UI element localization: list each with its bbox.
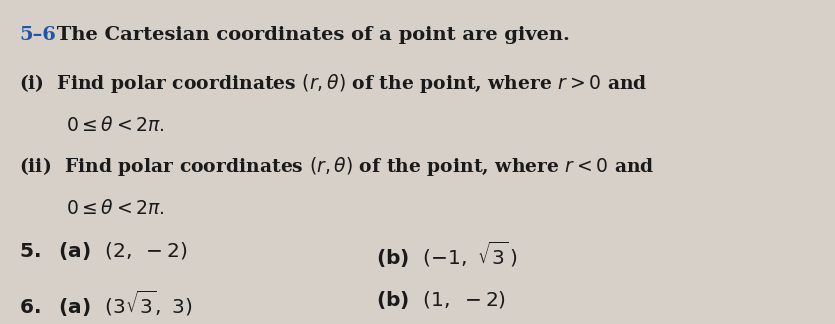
Text: $\mathbf{(b)}$  $(1,\ -2)$: $\mathbf{(b)}$ $(1,\ -2)$ <box>376 289 506 310</box>
Text: $0 \leq \theta < 2\pi.$: $0 \leq \theta < 2\pi.$ <box>66 199 164 218</box>
Text: The Cartesian coordinates of a point are given.: The Cartesian coordinates of a point are… <box>50 26 570 44</box>
Text: (i)  Find polar coordinates $(r, \theta)$ of the point, where $r > 0$ and: (i) Find polar coordinates $(r, \theta)$… <box>19 72 647 95</box>
Text: $\mathbf{5.}$  $\mathbf{(a)}$  $(2,\ -2)$: $\mathbf{5.}$ $\mathbf{(a)}$ $(2,\ -2)$ <box>19 240 188 262</box>
Text: 5–6: 5–6 <box>19 26 56 44</box>
Text: $\mathbf{(b)}$  $(-1,\ \sqrt{3}\,)$: $\mathbf{(b)}$ $(-1,\ \sqrt{3}\,)$ <box>376 240 518 270</box>
Text: $\mathbf{6.}$  $\mathbf{(a)}$  $(3\sqrt{3},\ 3)$: $\mathbf{6.}$ $\mathbf{(a)}$ $(3\sqrt{3}… <box>19 289 192 319</box>
Text: $0 \leq \theta < 2\pi.$: $0 \leq \theta < 2\pi.$ <box>66 116 164 135</box>
Text: (ii)  Find polar coordinates $(r, \theta)$ of the point, where $r < 0$ and: (ii) Find polar coordinates $(r, \theta)… <box>19 155 655 178</box>
